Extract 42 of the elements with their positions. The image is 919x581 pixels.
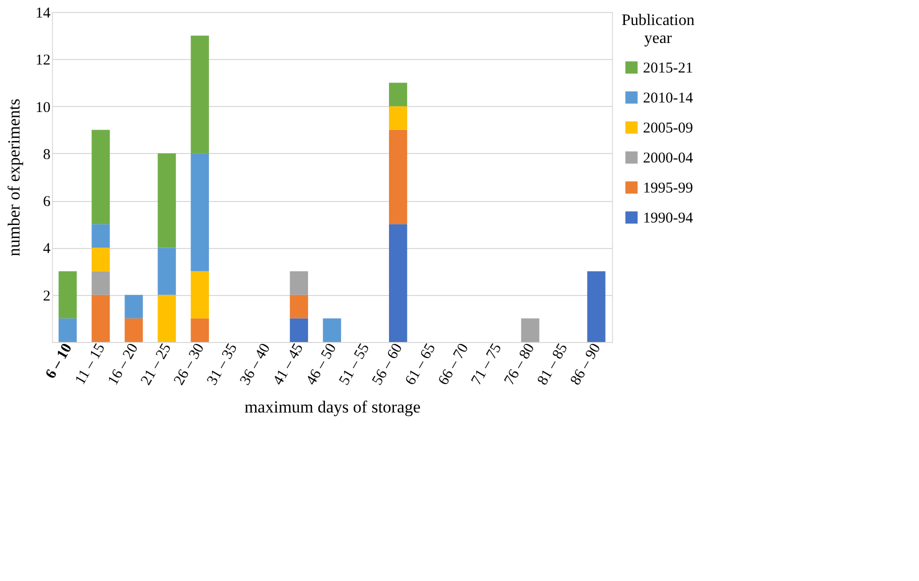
bar bbox=[190, 271, 209, 318]
bar bbox=[388, 106, 408, 130]
bar bbox=[58, 271, 77, 318]
bar bbox=[190, 153, 209, 272]
y-tick-label: 12 bbox=[36, 52, 50, 69]
bar bbox=[92, 224, 110, 248]
bar bbox=[92, 271, 110, 295]
y-tick-label: 4 bbox=[43, 241, 51, 258]
bar bbox=[521, 318, 540, 342]
legend-title: Publication year bbox=[622, 12, 694, 47]
y-tick-label: 10 bbox=[36, 100, 50, 116]
bar bbox=[290, 318, 308, 342]
bar bbox=[587, 271, 606, 342]
y-axis-title: number of experiments bbox=[4, 98, 24, 256]
bar bbox=[158, 294, 176, 342]
bar bbox=[158, 153, 176, 248]
bar bbox=[92, 294, 110, 342]
y-tick-label: 14 bbox=[36, 6, 51, 22]
bar bbox=[124, 294, 143, 318]
bar bbox=[58, 318, 77, 342]
legend-label: 2005-09 bbox=[643, 120, 693, 136]
bar bbox=[158, 248, 176, 295]
bar bbox=[388, 82, 408, 106]
y-tick-label: 8 bbox=[43, 146, 50, 163]
bar bbox=[190, 36, 209, 154]
bar bbox=[290, 271, 308, 295]
legend-label: 2010-14 bbox=[643, 90, 694, 106]
legend-label: 2015-21 bbox=[643, 60, 693, 76]
y-tick-label: 6 bbox=[43, 194, 51, 210]
bar bbox=[190, 318, 209, 342]
bar bbox=[290, 294, 308, 318]
bar bbox=[322, 318, 342, 342]
bar bbox=[92, 248, 110, 272]
y-tick-label: 2 bbox=[43, 288, 50, 304]
x-axis-title: maximum days of storage bbox=[244, 397, 421, 416]
bar bbox=[124, 318, 143, 342]
bar bbox=[388, 224, 408, 342]
legend-label: 1995-99 bbox=[643, 180, 693, 196]
legend-label: 2000-04 bbox=[643, 150, 694, 166]
legend-label: 1990-94 bbox=[643, 210, 694, 226]
bar bbox=[388, 130, 408, 224]
bar bbox=[92, 130, 110, 224]
